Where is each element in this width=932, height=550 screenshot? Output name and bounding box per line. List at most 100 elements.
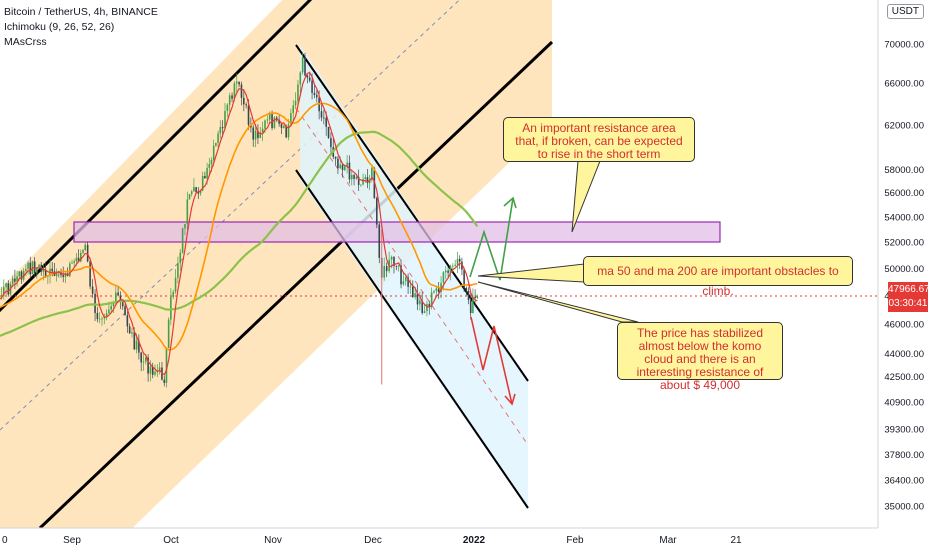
mas-indicator-label[interactable]: MAsCrss	[4, 36, 47, 48]
candle-body	[268, 112, 271, 120]
candle-body	[44, 269, 47, 277]
candle-body	[341, 164, 344, 171]
candle-body	[275, 117, 278, 120]
stabilized-note[interactable]: The price has stabilized almost below th…	[617, 322, 783, 392]
ma-note[interactable]: ma 50 and ma 200 are important obstacles…	[583, 256, 853, 298]
candle-body	[273, 117, 276, 128]
ichimoku-indicator-label[interactable]: Ichimoku (9, 26, 52, 26)	[4, 21, 115, 33]
candle-body	[362, 179, 364, 185]
candle-body	[25, 268, 27, 271]
x-tick-label-6: Feb	[566, 535, 584, 546]
candle-body	[77, 257, 80, 262]
symbol-title[interactable]: Bitcoin / TetherUS, 4h, BINANCE	[4, 6, 158, 18]
candle-body	[320, 111, 323, 118]
y-tick-label-0: 35000.00	[884, 502, 924, 513]
candle-body	[257, 130, 259, 138]
stabilized-note-text: The price has stabilized almost below th…	[636, 326, 764, 392]
ma50-line	[0, 102, 478, 351]
candle-body	[252, 127, 255, 140]
candle-body	[2, 287, 5, 296]
candle-body	[238, 81, 240, 85]
candle-body	[55, 271, 58, 276]
ascending-channel-lower	[38, 40, 554, 528]
candle-body	[149, 366, 152, 374]
candle-body	[140, 352, 142, 363]
candle-body	[334, 156, 337, 159]
bear-arrow-head	[504, 393, 516, 406]
candle-body	[437, 288, 440, 293]
candle-body	[231, 95, 233, 99]
candle-body	[416, 293, 419, 305]
ma-note-text: ma 50 and ma 200 are important obstacles…	[597, 264, 839, 298]
y-tick-label-5: 42500.00	[884, 372, 924, 383]
ascending-channel-fill	[0, 0, 552, 528]
descending-channel-upper	[295, 44, 529, 382]
candle-body	[297, 84, 299, 101]
candle-body	[51, 268, 54, 272]
candle-body	[14, 278, 16, 282]
candle-body	[221, 127, 224, 129]
resistance-note[interactable]: An important resistance area that, if br…	[503, 117, 695, 162]
candle-body	[177, 263, 179, 278]
candle-body	[208, 164, 211, 168]
candle-body	[469, 300, 472, 314]
y-tick-label-1: 36400.00	[884, 475, 924, 486]
candle-body	[243, 97, 245, 105]
candle-body	[375, 197, 378, 225]
currency-badge[interactable]: USDT	[886, 4, 924, 19]
candle-body	[224, 111, 226, 129]
y-tick-label-3: 39300.00	[884, 424, 924, 435]
candle-body	[472, 296, 474, 314]
candle-body	[206, 167, 208, 179]
candle-body	[404, 277, 407, 282]
candle-body	[204, 176, 206, 179]
x-tick-label-7: Mar	[659, 535, 677, 546]
candle-body	[444, 270, 447, 273]
candle-body	[163, 379, 166, 383]
candle-body	[27, 262, 29, 269]
candle-body	[355, 176, 358, 179]
candle-body	[186, 199, 189, 224]
candle-body	[89, 261, 91, 287]
candle-body	[226, 104, 229, 112]
candle-body	[42, 269, 45, 272]
candle-body	[0, 295, 3, 297]
y-tick-label-6: 44000.00	[884, 349, 924, 360]
candle-body	[385, 266, 388, 272]
x-tick-label-0: 0	[2, 535, 8, 546]
candle-body	[395, 265, 398, 267]
candle-body	[7, 283, 10, 295]
candle-body	[264, 120, 266, 129]
candle-body	[197, 192, 200, 194]
candle-body	[151, 366, 154, 375]
candle-body	[105, 313, 108, 317]
resistance-zone[interactable]	[73, 221, 721, 243]
candle-body	[184, 223, 186, 229]
x-tick-label-4: Dec	[364, 535, 382, 546]
y-axis[interactable]: 35000.00 36400.00 37800.00 39300.00 40900.00…	[884, 40, 924, 513]
candle-body	[11, 278, 14, 284]
candle-body	[82, 250, 84, 253]
candle-body	[201, 176, 204, 191]
candle-body	[348, 162, 351, 180]
candle-body	[121, 302, 124, 307]
candle-body	[210, 159, 213, 165]
candle-body	[96, 312, 99, 320]
x-tick-label-1: Sep	[63, 535, 81, 546]
candle-body	[311, 80, 313, 93]
candle-body	[292, 105, 295, 114]
candle-body	[86, 244, 89, 262]
candle-body	[179, 252, 182, 264]
candle-body	[323, 117, 325, 119]
chart-legend: Bitcoin / TetherUS, 4h, BINANCE Ichimoku…	[4, 5, 158, 50]
y-tick-label-10: 52000.00	[884, 238, 924, 249]
candle-body	[325, 117, 327, 127]
candle-body	[452, 265, 454, 267]
x-axis[interactable]: 0 Sep Oct Nov Dec 2022 Feb Mar 21	[2, 535, 742, 546]
candle-body	[233, 83, 236, 99]
candle-body	[327, 126, 330, 138]
y-tick-label-11: 54000.00	[884, 212, 924, 223]
candle-body	[463, 269, 465, 289]
candle-body	[414, 293, 416, 298]
